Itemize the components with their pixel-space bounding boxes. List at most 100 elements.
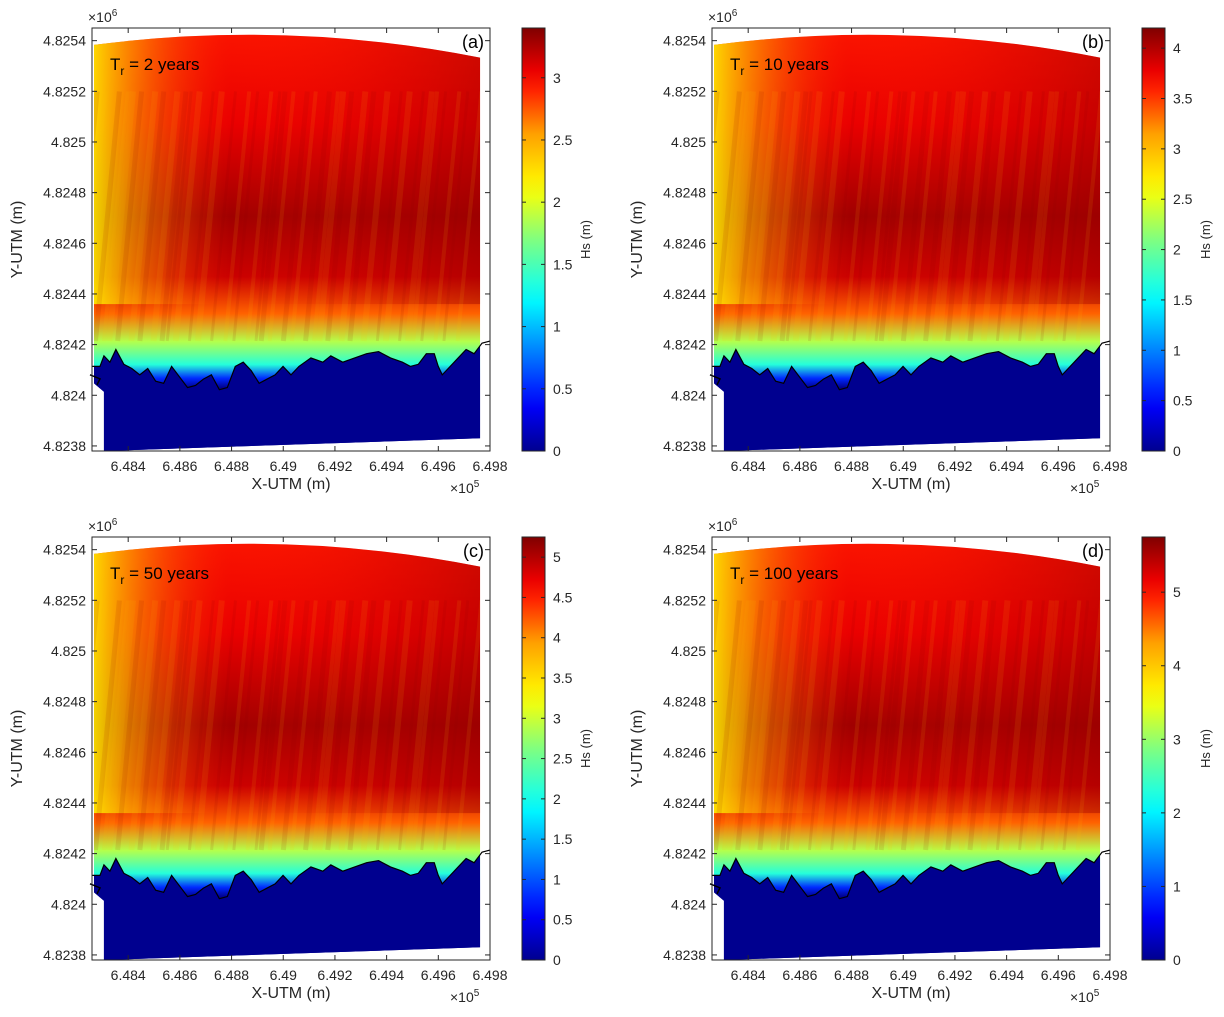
x-tick-label: 6.484 xyxy=(111,458,146,474)
colorbar: 0 0.5 1 1.5 2 2.5 3 3.5 4 Hs (m) xyxy=(1141,27,1213,459)
y-tick-label: 4.8254 xyxy=(43,33,86,49)
x-axis-label: X-UTM (m) xyxy=(251,985,330,1002)
x-tick-label: 6.498 xyxy=(1092,458,1127,474)
return-period-annotation: Tr = 10 years xyxy=(730,55,829,78)
return-period-annotation: Tr = 50 years xyxy=(110,564,209,587)
x-tick-label: 6.488 xyxy=(834,967,869,983)
y-tick-label: 4.824 xyxy=(671,896,706,912)
colorbar-label: Hs (m) xyxy=(1198,729,1213,768)
colorbar-label: Hs (m) xyxy=(578,220,593,259)
colorbar-tick-label: 4.5 xyxy=(553,589,573,605)
axes-box xyxy=(91,27,491,452)
y-tick-label: 4.8254 xyxy=(43,542,86,558)
coastline xyxy=(712,849,1111,900)
y-tick-label: 4.8254 xyxy=(663,542,706,558)
x-tick-label: 6.494 xyxy=(369,458,404,474)
colorbar-scale xyxy=(521,27,546,452)
colorbar-tick-label: 2.5 xyxy=(553,751,573,767)
colorbar-tick-label: 3 xyxy=(1173,141,1181,157)
panel-c: 6.484 6.486 6.488 6.49 6.492 6.494 6.496 6.498 4… xyxy=(9,517,593,1005)
jetty xyxy=(89,374,102,386)
x-tick-label: 6.496 xyxy=(1041,967,1076,983)
colorbar-tick-label: 4 xyxy=(1173,40,1181,56)
y-axis-label: Y-UTM (m) xyxy=(9,710,26,788)
y-tick-label: 4.8242 xyxy=(43,337,86,353)
y-tick-label: 4.8246 xyxy=(663,235,706,251)
x-tick-label: 6.49 xyxy=(890,967,917,983)
colorbar-scale xyxy=(1141,27,1166,452)
x-exponent: ×105 xyxy=(450,479,480,496)
colorbar-tick-label: 5 xyxy=(1173,584,1181,600)
x-axis-label: X-UTM (m) xyxy=(251,476,330,493)
y-tick-label: 4.8244 xyxy=(43,795,86,811)
colorbar-tick-label: 1 xyxy=(1173,342,1181,358)
y-tick-label: 4.8238 xyxy=(43,438,86,454)
y-tick-label: 4.8246 xyxy=(43,744,86,760)
land-mask xyxy=(713,850,1101,960)
y-tick-label: 4.8244 xyxy=(663,795,706,811)
land-mask xyxy=(93,341,481,451)
x-tick-label: 6.494 xyxy=(989,967,1024,983)
colorbar-tick-label: 0 xyxy=(553,443,561,459)
colorbar-tick-label: 3.5 xyxy=(553,670,573,686)
y-tick-label: 4.8252 xyxy=(43,592,86,608)
x-tick-label: 6.486 xyxy=(162,458,197,474)
colorbar-tick-label: 3 xyxy=(553,710,561,726)
y-axis-label: Y-UTM (m) xyxy=(629,201,646,279)
y-tick-label: 4.8252 xyxy=(43,83,86,99)
y-tick-label: 4.8248 xyxy=(663,185,706,201)
coastline xyxy=(712,340,1111,391)
y-axis-label: Y-UTM (m) xyxy=(9,201,26,279)
y-tick-label: 4.8248 xyxy=(663,694,706,710)
colorbar: 0 0.5 1 1.5 2 2.5 3 Hs (m) xyxy=(521,27,593,459)
x-tick-label: 6.484 xyxy=(731,458,766,474)
y-tick-label: 4.8238 xyxy=(663,438,706,454)
coastline xyxy=(92,849,491,900)
colorbar-tick-label: 2.5 xyxy=(1173,191,1193,207)
x-tick-label: 6.492 xyxy=(317,458,352,474)
x-tick-label: 6.484 xyxy=(731,967,766,983)
colorbar-tick-label: 0 xyxy=(1173,443,1181,459)
y-tick-label: 4.825 xyxy=(51,643,86,659)
return-period-annotation: Tr = 2 years xyxy=(110,55,200,78)
colorbar-tick-label: 1 xyxy=(1173,878,1181,894)
colorbar-tick-label: 2 xyxy=(553,791,561,807)
x-tick-label: 6.488 xyxy=(214,458,249,474)
colorbar-tick-label: 0.5 xyxy=(1173,393,1193,409)
y-tick-label: 4.8244 xyxy=(663,286,706,302)
colorbar-label: Hs (m) xyxy=(1198,220,1213,259)
y-exponent: ×106 xyxy=(708,8,738,25)
jetty xyxy=(709,374,722,386)
colorbar-tick-label: 4 xyxy=(553,630,561,646)
y-tick-label: 4.824 xyxy=(671,387,706,403)
colorbar-tick-label: 5 xyxy=(553,549,561,565)
wave-height-field xyxy=(713,543,1101,960)
x-tick-label: 6.498 xyxy=(472,458,507,474)
x-tick-label: 6.486 xyxy=(782,967,817,983)
x-tick-label: 6.498 xyxy=(1092,967,1127,983)
y-tick-label: 4.8252 xyxy=(663,83,706,99)
panel-b: 6.484 6.486 6.488 6.49 6.492 6.494 6.496 6.498 4… xyxy=(629,8,1213,496)
colorbar-tick-label: 0.5 xyxy=(553,912,573,928)
y-tick-label: 4.8238 xyxy=(663,947,706,963)
wave-height-field xyxy=(93,543,481,960)
y-tick-label: 4.8242 xyxy=(663,846,706,862)
coastline xyxy=(92,340,491,391)
y-exponent: ×106 xyxy=(88,517,118,534)
y-exponent: ×106 xyxy=(708,517,738,534)
colorbar-tick-label: 1 xyxy=(553,319,561,335)
x-tick-label: 6.484 xyxy=(111,967,146,983)
x-tick-label: 6.496 xyxy=(421,967,456,983)
colorbar-tick-label: 0 xyxy=(1173,952,1181,968)
y-tick-label: 4.825 xyxy=(51,134,86,150)
colorbar-tick-label: 3.5 xyxy=(1173,91,1193,107)
x-tick-label: 6.49 xyxy=(890,458,917,474)
colorbar-tick-label: 0.5 xyxy=(553,381,573,397)
y-tick-label: 4.8246 xyxy=(43,235,86,251)
y-tick-label: 4.8246 xyxy=(663,744,706,760)
x-tick-label: 6.49 xyxy=(270,967,297,983)
x-tick-label: 6.494 xyxy=(369,967,404,983)
x-exponent: ×105 xyxy=(1070,988,1100,1005)
land-mask xyxy=(93,850,481,960)
